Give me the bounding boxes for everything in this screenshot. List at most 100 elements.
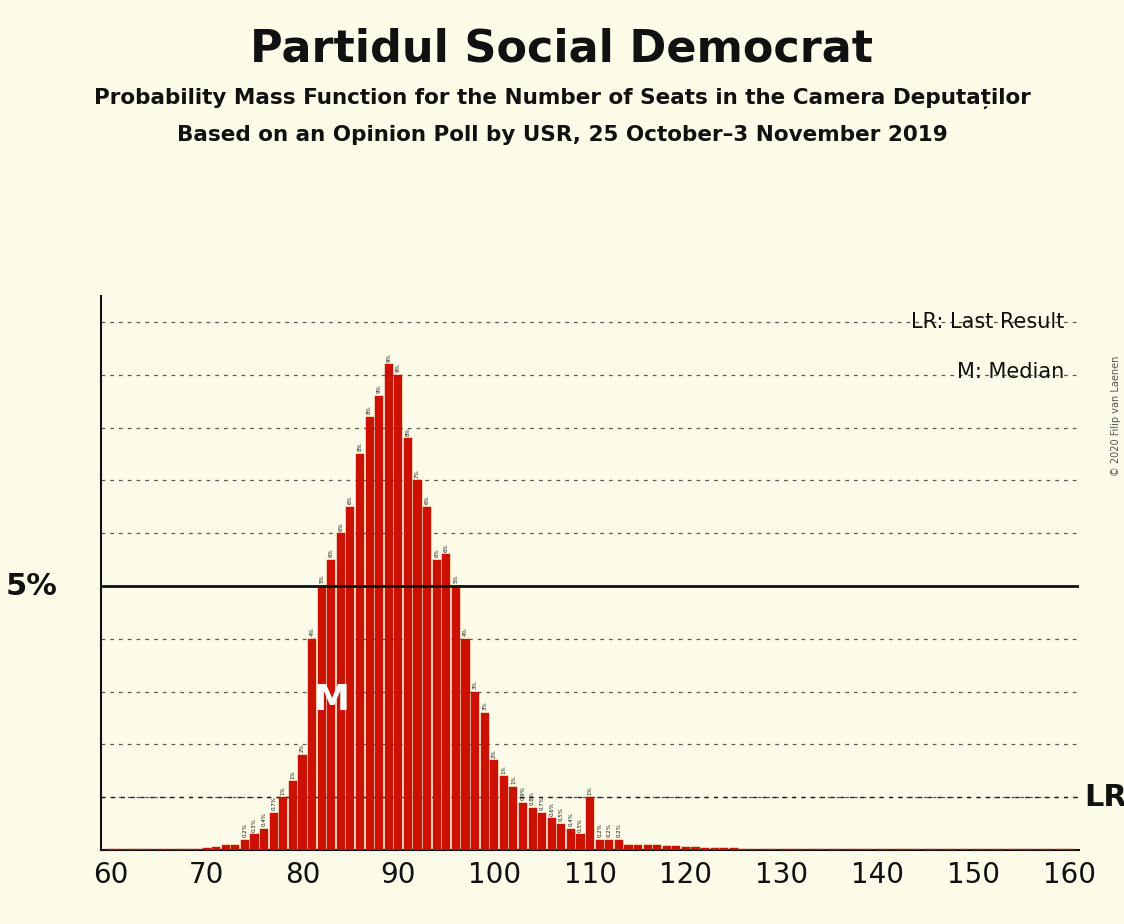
Text: 3%: 3% <box>472 680 478 689</box>
Text: LR: Last Result: LR: Last Result <box>910 312 1064 333</box>
Bar <box>816 849 824 850</box>
Text: 5%: 5% <box>453 575 459 583</box>
Bar <box>212 847 220 850</box>
Bar <box>883 849 891 850</box>
Bar <box>116 849 125 850</box>
Bar <box>260 829 269 850</box>
Bar <box>663 845 671 850</box>
Bar <box>807 849 815 850</box>
Text: LR: LR <box>1084 783 1124 812</box>
Text: 0.9%: 0.9% <box>520 786 526 800</box>
Bar <box>414 480 422 850</box>
Bar <box>365 417 373 850</box>
Bar <box>787 849 796 850</box>
Bar <box>960 849 968 850</box>
Bar <box>481 712 489 850</box>
Bar <box>1008 849 1016 850</box>
Text: 9%: 9% <box>396 364 401 372</box>
Bar <box>566 829 575 850</box>
Bar <box>433 560 441 850</box>
Bar <box>202 848 210 850</box>
Text: Probability Mass Function for the Number of Seats in the Camera Deputaților: Probability Mass Function for the Number… <box>93 88 1031 109</box>
Bar <box>509 786 517 850</box>
Text: 0.3%: 0.3% <box>578 818 583 832</box>
Bar <box>634 845 642 850</box>
Text: 1%: 1% <box>281 786 285 795</box>
Bar <box>337 533 345 850</box>
Bar <box>950 849 959 850</box>
Bar <box>577 834 584 850</box>
Text: 6%: 6% <box>338 522 343 530</box>
Text: 2%: 2% <box>491 749 497 758</box>
Bar <box>423 507 432 850</box>
Bar <box>442 554 451 850</box>
Text: 0.8%: 0.8% <box>531 791 535 805</box>
Bar <box>624 845 633 850</box>
Text: 0.4%: 0.4% <box>262 812 266 826</box>
Text: 6%: 6% <box>425 495 429 505</box>
Bar <box>461 638 470 850</box>
Bar <box>835 849 843 850</box>
Text: 8%: 8% <box>357 443 363 452</box>
Bar <box>672 846 680 850</box>
Bar <box>729 848 738 850</box>
Text: 0.2%: 0.2% <box>616 823 622 837</box>
Text: 0.3%: 0.3% <box>252 818 257 832</box>
Text: 6%: 6% <box>434 549 439 557</box>
Bar <box>998 849 1006 850</box>
Bar <box>922 849 930 850</box>
Text: 6%: 6% <box>444 543 448 552</box>
Bar <box>586 797 595 850</box>
Bar <box>605 840 614 850</box>
Bar <box>404 438 413 850</box>
Bar <box>1066 849 1073 850</box>
Bar <box>164 849 172 850</box>
Bar <box>375 396 383 850</box>
Text: Based on an Opinion Poll by USR, 25 October–3 November 2019: Based on an Opinion Poll by USR, 25 Octo… <box>176 125 948 145</box>
Bar <box>1055 849 1064 850</box>
Bar <box>941 849 949 850</box>
Bar <box>298 755 307 850</box>
Bar <box>691 847 699 850</box>
Text: 4%: 4% <box>463 627 468 637</box>
Bar <box>384 364 393 850</box>
Bar <box>346 507 354 850</box>
Text: 8%: 8% <box>406 427 410 435</box>
Bar <box>710 848 719 850</box>
Text: 0.6%: 0.6% <box>550 802 554 816</box>
Bar <box>596 840 604 850</box>
Bar <box>251 834 259 850</box>
Text: 1%: 1% <box>511 775 516 784</box>
Bar <box>193 849 201 850</box>
Bar <box>490 760 498 850</box>
Bar <box>644 845 652 850</box>
Text: M: Median: M: Median <box>958 362 1064 383</box>
Bar <box>1027 849 1035 850</box>
Bar <box>471 692 479 850</box>
Bar <box>528 808 536 850</box>
Text: 0.5%: 0.5% <box>559 808 564 821</box>
Text: 8%: 8% <box>368 406 372 415</box>
Bar <box>912 849 921 850</box>
Bar <box>759 849 767 850</box>
Text: 2%: 2% <box>300 744 305 752</box>
Bar <box>720 848 728 850</box>
Bar <box>797 849 805 850</box>
Bar <box>107 849 115 850</box>
Bar <box>327 560 335 850</box>
Bar <box>279 797 288 850</box>
Text: 0.2%: 0.2% <box>597 823 602 837</box>
Bar <box>1046 849 1054 850</box>
Bar <box>749 849 758 850</box>
Bar <box>232 845 239 850</box>
Text: 4%: 4% <box>309 627 315 637</box>
Bar <box>395 375 402 850</box>
Bar <box>845 849 853 850</box>
Bar <box>356 454 364 850</box>
Bar <box>740 849 747 850</box>
Bar <box>931 849 940 850</box>
Text: 0.4%: 0.4% <box>569 812 573 826</box>
Text: 6%: 6% <box>328 549 334 557</box>
Text: © 2020 Filip van Laenen: © 2020 Filip van Laenen <box>1112 356 1121 476</box>
Bar <box>538 813 546 850</box>
